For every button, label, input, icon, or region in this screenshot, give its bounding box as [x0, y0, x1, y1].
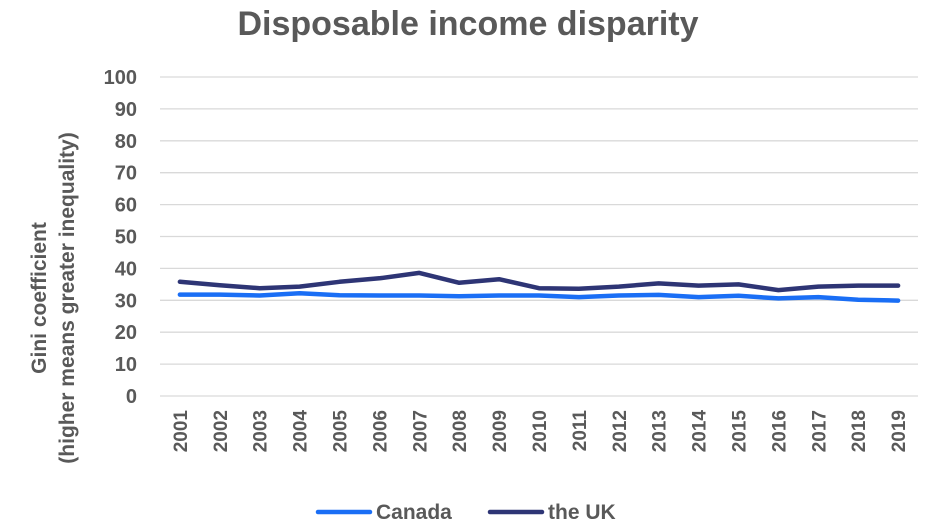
x-tick-label: 2011: [570, 410, 591, 452]
x-axis-ticks: 2001 2002 2003 2004 2005 2006 2007 2008 2009 2010…: [171, 410, 910, 453]
x-tick-label: 2012: [610, 410, 631, 452]
x-tick-label: 2004: [291, 410, 312, 453]
x-tick-label: 2003: [251, 410, 272, 452]
x-tick-label: 2001: [171, 410, 192, 453]
x-tick-label: 2016: [769, 410, 790, 452]
series-line-uk: [177, 270, 901, 293]
legend-label: the UK: [548, 501, 616, 524]
y-tick-label: 50: [115, 227, 137, 249]
x-tick-label: 2017: [809, 410, 830, 452]
y-axis-label-line-2: (higher means greater inequality): [56, 132, 79, 463]
x-tick-label: 2013: [650, 410, 671, 452]
x-tick-label: 2010: [530, 410, 551, 452]
series-line-canada: [177, 291, 901, 303]
y-axis-label-line-1: Gini coefficient: [28, 222, 51, 374]
y-tick-label: 60: [115, 195, 137, 217]
x-tick-label: 2007: [410, 410, 431, 452]
y-tick-label: 10: [115, 354, 137, 376]
x-tick-label: 2018: [849, 410, 870, 452]
x-tick-label: 2009: [490, 410, 511, 452]
series-lines: [177, 270, 901, 303]
x-tick-label: 2002: [211, 410, 232, 452]
x-tick-label: 2008: [450, 410, 471, 452]
x-tick-label: 2005: [331, 410, 352, 453]
x-tick-label: 2006: [370, 410, 391, 452]
x-tick-label: 2015: [729, 410, 750, 453]
y-axis-ticks: 0 10 20 30 40 50 60 70 80 90 100: [104, 67, 137, 408]
y-tick-label: 100: [104, 67, 137, 89]
chart-title: Disposable income disparity: [237, 5, 698, 43]
y-tick-label: 90: [115, 99, 137, 121]
y-tick-label: 80: [115, 131, 137, 153]
legend: Canada the UK: [315, 501, 616, 524]
y-tick-label: 70: [115, 163, 137, 185]
y-tick-label: 0: [126, 386, 137, 408]
legend-label: Canada: [376, 501, 452, 524]
x-tick-label: 2014: [690, 410, 711, 453]
y-tick-label: 20: [115, 322, 137, 344]
x-tick-label: 2019: [889, 410, 910, 452]
gridlines: [160, 76, 918, 397]
y-tick-label: 40: [115, 258, 137, 280]
y-tick-label: 30: [115, 290, 137, 312]
y-axis-label: Gini coefficient (higher means greater i…: [28, 132, 79, 463]
